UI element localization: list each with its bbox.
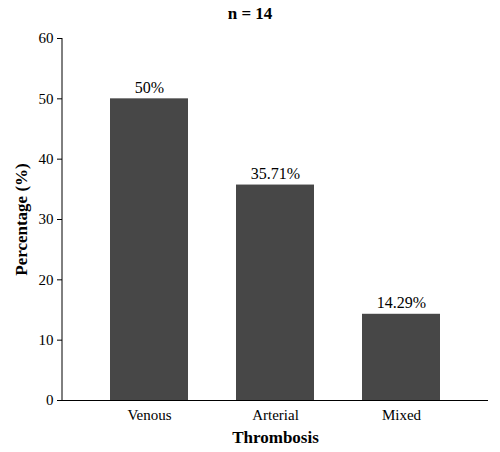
svg-text:35.71%: 35.71%: [251, 165, 300, 182]
svg-text:14.29%: 14.29%: [377, 294, 426, 311]
svg-text:Venous: Venous: [127, 407, 171, 423]
svg-text:50: 50: [39, 91, 54, 107]
svg-text:10: 10: [39, 332, 54, 348]
svg-text:0: 0: [46, 392, 54, 408]
svg-text:40: 40: [39, 151, 54, 167]
html-text:n = 14: n = 14: [227, 4, 273, 23]
svg-text:Thrombosis: Thrombosis: [232, 428, 319, 447]
svg-text:20: 20: [39, 272, 54, 288]
svg-text:30: 30: [39, 211, 54, 227]
svg-text:50%: 50%: [135, 79, 164, 96]
svg-text:Mixed: Mixed: [382, 407, 422, 423]
svg-text:Percentage (%): Percentage (%): [12, 163, 31, 276]
svg-text:Arterial: Arterial: [252, 407, 299, 423]
svg-text:60: 60: [39, 30, 54, 46]
